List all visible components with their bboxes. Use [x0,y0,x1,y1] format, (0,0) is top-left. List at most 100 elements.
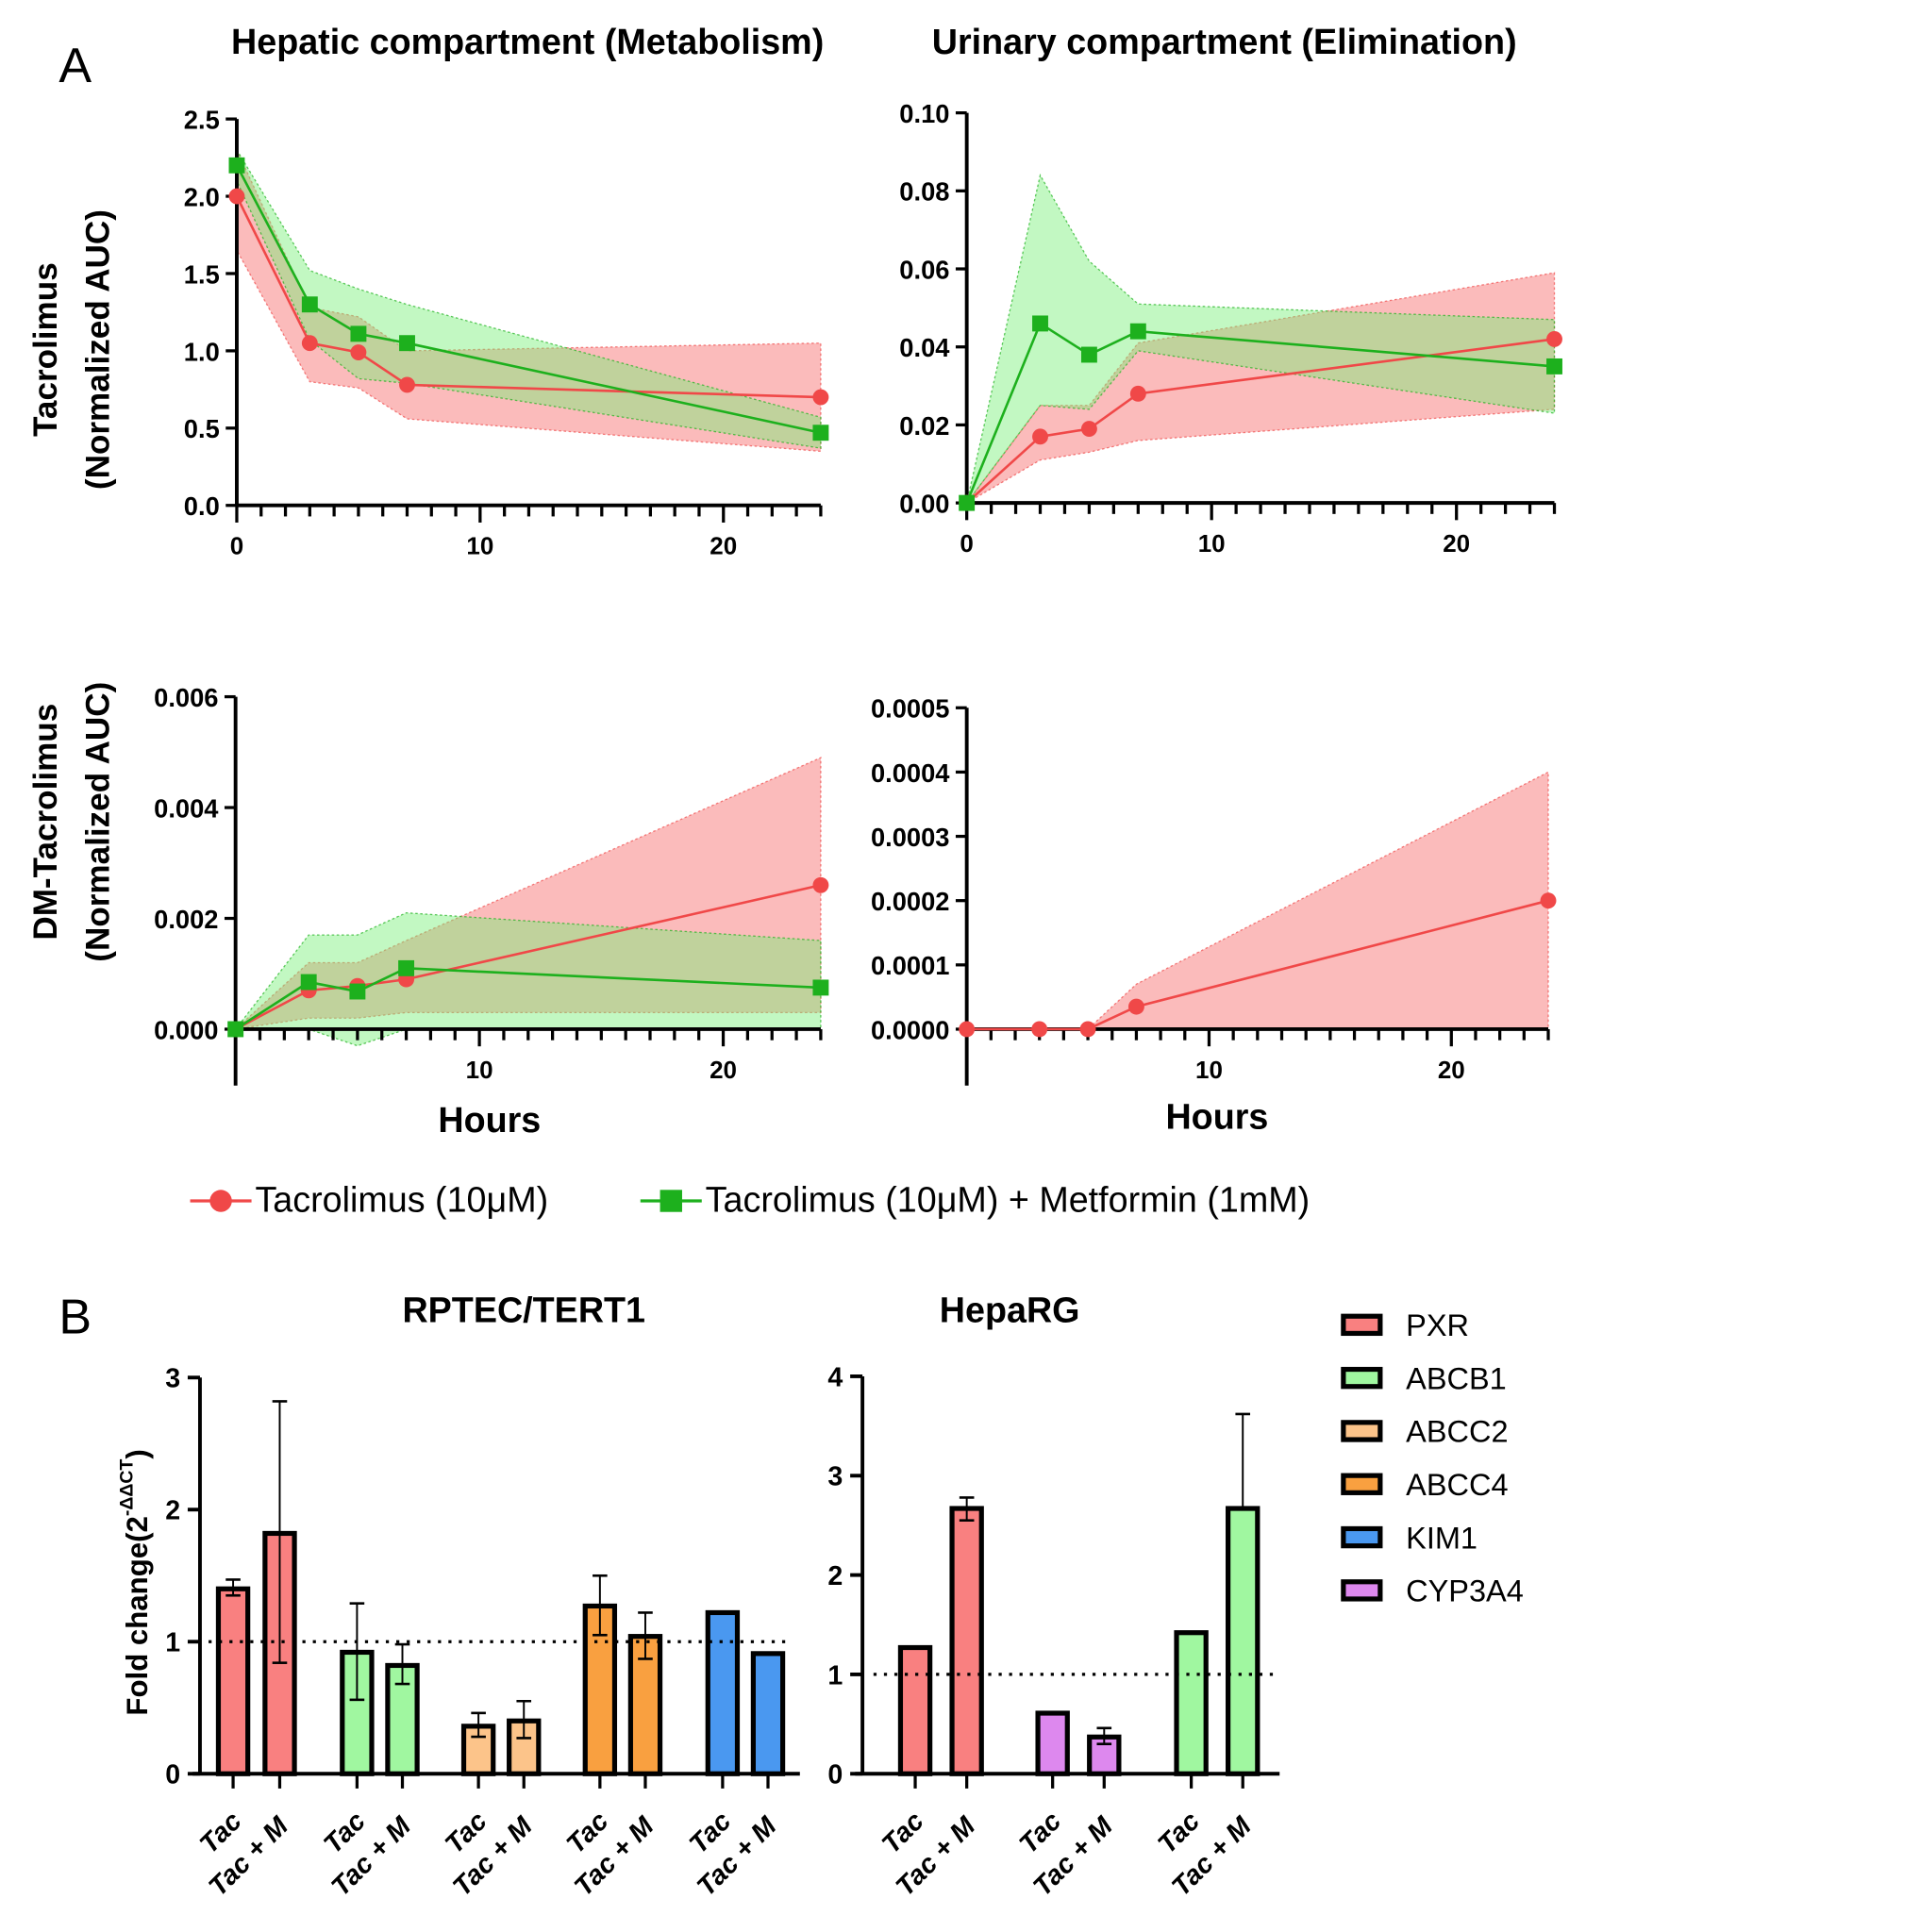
x-tick-label: 20 [710,532,737,560]
y-tick-label: 0.004 [154,793,219,823]
bar-kim1 [705,1609,741,1776]
x-tick-label: 0 [960,529,973,558]
bar-kim1 [750,1651,786,1776]
data-point-circle [1129,385,1146,402]
legend-label: ABCB1 [1406,1361,1507,1395]
legend-b: PXR ABCB1 ABCC2 ABCC4 KIM1 CYP3A4 [1341,1308,1524,1608]
x-tick-label: 10 [1195,1056,1223,1084]
x-tick-label: 20 [1443,529,1470,558]
y-tick-label: 0.0001 [871,951,950,980]
legend-label: PXR [1406,1308,1469,1342]
y-tick-label: 2 [827,1561,843,1591]
x-tick-label: 20 [1438,1056,1465,1084]
data-point-square [1032,315,1048,332]
x-tick-label: 10 [1198,529,1226,558]
panel-label-a: A [58,39,92,93]
error-band-2 [236,147,822,449]
bar-cyp3a4 [1035,1710,1070,1776]
legend-swatch-abcc2 [1341,1420,1383,1442]
bar-title-heparg: HepaRG [940,1291,1080,1330]
legend-swatch-pxr [1341,1313,1383,1337]
legend-swatch-kim1 [1341,1525,1383,1549]
row2-ylabel-line1: DM-Tacrolimus [27,704,64,941]
line-chart-2: 0 10 20 0.00 0.02 0.04 0.06 0.08 0.10 [899,99,1562,558]
y-tick-label: 0.06 [899,255,949,284]
data-point-square [350,325,367,342]
legend-swatch-cyp3a4 [1341,1579,1383,1602]
y-tick-label: 0.0003 [871,823,950,852]
y-tick-label: 0.04 [899,333,950,362]
bar-abcb1 [1226,1506,1261,1776]
y-tick-label: 2.5 [184,106,220,135]
panel-label-b: B [58,1290,92,1344]
data-point-square [398,959,415,976]
legend-label: Tacrolimus (10μM) [255,1180,548,1220]
x-tick-label: 10 [466,532,493,560]
y-tick-label: 1 [827,1660,843,1690]
legend-marker-circle [209,1190,232,1212]
line-chart-1: 0 10 20 0.0 0.5 1.0 1.5 2.0 2.5 [184,106,829,560]
data-point-circle [1540,892,1557,909]
column-title-hepatic: Hepatic compartment (Metabolism) [231,22,824,61]
y-tick-label: 0.00 [899,490,949,519]
y-tick-label: 0.5 [184,414,220,443]
x-tick-label: 20 [710,1056,737,1084]
y-tick-label: 0.000 [154,1015,218,1044]
bar-pxr [215,1586,251,1776]
y-tick-label: 0.0005 [871,694,950,724]
y-tick-label: 0.08 [899,177,949,207]
y-tick-label: 1.0 [184,337,220,366]
data-point-circle [1079,1021,1096,1038]
y-tick-label: 1.5 [184,259,220,289]
row1-ylabel-line1: Tacrolimus [27,262,64,437]
y-tick-label: 0.10 [899,99,949,128]
y-tick-label: 0.0000 [871,1015,950,1044]
legend-label: Tacrolimus (10μM) + Metformin (1mM) [706,1180,1311,1220]
legend-label: ABCC2 [1406,1415,1508,1449]
y-tick-label: 3 [827,1462,843,1492]
x-tick-label: 0 [230,532,243,560]
data-point-circle [1546,331,1562,347]
xlabel-hours-left: Hours [438,1100,541,1140]
legend-label: CYP3A4 [1406,1574,1524,1608]
bar-title-rptec: RPTEC/TERT1 [402,1291,645,1330]
data-point-square [812,425,829,441]
y-tick-label: 0 [165,1760,180,1790]
y-tick-label: 0.006 [154,683,218,712]
data-point-circle [399,376,415,393]
y-tick-label: 0 [827,1760,843,1790]
y-tick-label: 0.0004 [871,758,950,788]
data-point-circle [350,344,367,360]
legend-swatch-abcc4 [1341,1473,1383,1495]
xlabel-hours-right: Hours [1165,1096,1268,1136]
y-tick-label: 1 [165,1628,180,1658]
data-point-circle [959,1021,976,1038]
legend-label: ABCC4 [1406,1468,1508,1502]
error-band-1 [966,272,1556,504]
data-point-square [1546,358,1562,375]
data-point-circle [228,188,245,205]
legend-label: KIM1 [1406,1521,1478,1555]
data-point-circle [1031,1021,1048,1038]
error-band-1 [966,771,1549,1030]
data-point-square [1129,323,1146,340]
y-tick-label: 3 [165,1364,180,1394]
data-point-circle [1127,998,1144,1015]
line-chart-3: 10 20 0.000 0.002 0.004 0.006 [154,683,829,1086]
y-tick-label: 0.002 [154,905,218,934]
column-title-urinary: Urinary compartment (Elimination) [932,22,1517,61]
data-point-square [227,1021,244,1038]
data-point-circle [1080,421,1097,438]
y-tick-label: 0.0002 [871,887,950,916]
data-point-square [228,157,245,174]
data-point-circle [1032,428,1048,445]
data-point-square [399,335,415,352]
bar-ylabel: Fold change(2-ΔΔCT) [116,1449,154,1715]
data-point-circle [301,335,318,352]
legend-swatch-abcb1 [1341,1366,1383,1390]
data-point-circle [812,876,829,893]
bar-pxr [897,1644,933,1776]
y-tick-label: 4 [827,1362,843,1392]
line-chart-4: 10 20 0.0000 0.0001 0.0002 0.0003 0.0004 0.0005 [871,694,1557,1086]
